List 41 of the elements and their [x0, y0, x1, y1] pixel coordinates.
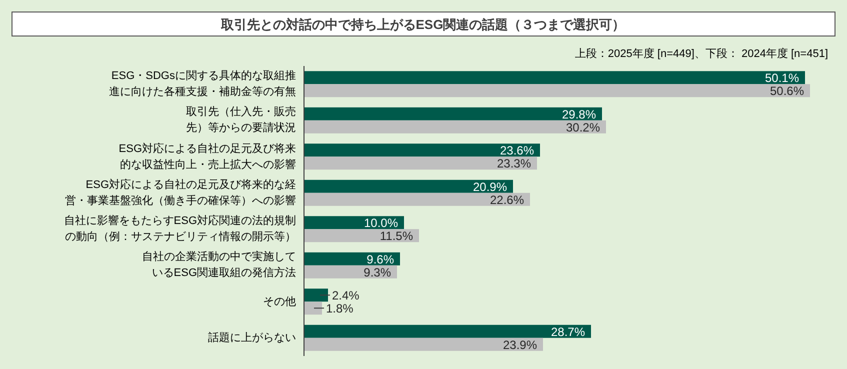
bar [304, 71, 805, 84]
bar [304, 156, 537, 170]
y-tick-label: 自社に影響をもたらすESG対応関連の法的規制の動向（例：サステナビリティ情報の開示等） [62, 214, 296, 246]
data-label: 28.7% [550, 324, 586, 339]
chart-subtitle: 上段：2025年度 [n=449]、下段： 2024年度 [n=451] [574, 47, 828, 60]
data-label: 23.3% [496, 156, 532, 171]
y-tick-label: ESG対応による自社の足元及び将来的な経営・事業基盤強化（働き手の確保等）への影響 [64, 178, 296, 209]
bar [304, 252, 400, 266]
y-tick-label: ESG・SDGsに関する具体的な取組推進に向けた各種支援・補助金等の有無 [108, 69, 296, 100]
data-label: 11.5% [380, 229, 414, 244]
data-label: 10.0% [364, 216, 398, 230]
data-label: 23.9% [502, 338, 538, 352]
data-label: 22.6% [490, 192, 524, 207]
y-tick-label: 取引先（仕入先・販売先）等からの要請状況 [185, 105, 296, 136]
data-label: 50.6% [770, 84, 804, 98]
data-label: 23.6% [500, 144, 534, 158]
bar [304, 324, 591, 338]
bar [304, 120, 606, 134]
data-label: 50.1% [764, 71, 800, 86]
bar [304, 302, 322, 315]
bar [304, 288, 328, 302]
y-tick-label: その他 [263, 294, 296, 310]
bar [304, 144, 540, 157]
data-label: 9.3% [364, 265, 392, 280]
bar [304, 192, 530, 206]
y-tick-label: 自社の企業活動の中で実施しているESG関連取組の発信方法 [141, 250, 296, 282]
data-label: 9.6% [366, 252, 394, 266]
data-label: 30.2% [566, 120, 600, 134]
data-label: 1.8% [326, 302, 354, 316]
y-tick-label: ESG対応による自社の足元及び将来的な収益性向上・売上拡大への影響 [118, 142, 296, 173]
data-label: 20.9% [472, 180, 508, 194]
y-tick-label: 話題に上がらない [208, 330, 296, 346]
bar [304, 265, 397, 278]
data-label: 2.4% [332, 288, 360, 303]
data-label: 29.8% [562, 107, 596, 122]
bar [304, 180, 513, 193]
bar [304, 84, 810, 98]
chart-title: 取引先との対話の中で持ち上がるESG関連の話題（３つまで選択可） [220, 17, 626, 32]
bar [304, 107, 602, 120]
bar [304, 338, 543, 351]
bar [304, 229, 419, 242]
